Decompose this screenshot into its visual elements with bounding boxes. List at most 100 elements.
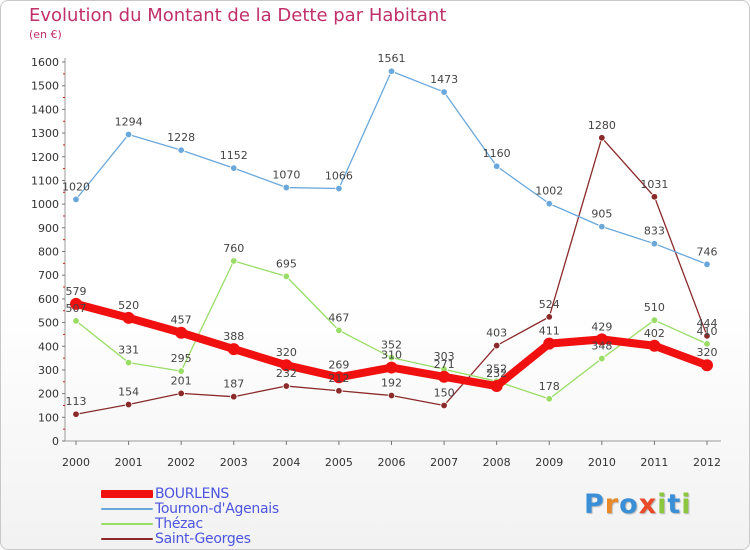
data-point	[650, 193, 659, 201]
data-point	[335, 184, 343, 193]
data-label: 1070	[272, 169, 300, 182]
data-label: 1561	[378, 52, 406, 65]
x-tick-label: 2005	[325, 456, 353, 469]
x-tick-label: 2008	[483, 456, 511, 469]
data-point	[177, 367, 185, 375]
data-label: 760	[223, 242, 244, 255]
y-tick-label: 0	[52, 435, 59, 448]
data-point	[70, 297, 82, 310]
y-tick-label: 200	[38, 388, 59, 401]
data-label: 331	[118, 344, 139, 357]
data-point	[492, 341, 501, 350]
y-tick-label: 100	[38, 411, 59, 424]
data-point	[175, 326, 188, 339]
data-point	[124, 130, 133, 139]
data-label: 467	[328, 311, 349, 324]
data-point	[598, 222, 606, 231]
data-point	[230, 164, 238, 172]
data-point	[545, 313, 553, 321]
data-point	[440, 401, 448, 410]
logo-letter: P	[584, 489, 605, 520]
data-label: 269	[328, 358, 349, 371]
y-tick-label: 300	[38, 364, 59, 377]
x-tick-label: 2000	[62, 456, 90, 469]
legend-label: Tournon-d'Agenais	[155, 501, 279, 517]
legend-label: BOURLENS	[155, 486, 229, 502]
data-label: 411	[539, 325, 560, 338]
data-point	[545, 199, 553, 208]
data-label: 457	[171, 314, 192, 327]
data-label: 746	[697, 245, 718, 258]
legend-label: Thézac	[155, 516, 203, 532]
data-label: 444	[697, 317, 718, 330]
y-tick-label: 1600	[31, 56, 59, 69]
data-point	[335, 387, 343, 395]
data-label: 905	[591, 208, 612, 221]
x-tick-label: 2004	[272, 456, 300, 469]
data-point	[545, 395, 553, 403]
data-point	[227, 343, 240, 356]
data-point	[332, 371, 345, 384]
y-tick-label: 1100	[31, 174, 59, 187]
data-label: 154	[118, 386, 139, 399]
data-label: 1160	[483, 147, 511, 160]
data-label: 410	[697, 325, 718, 338]
data-point	[282, 272, 291, 281]
data-label: 1473	[430, 73, 458, 86]
logo-letter: t	[667, 489, 682, 520]
data-label: 1294	[115, 115, 143, 128]
data-label: 252	[486, 362, 507, 375]
data-point	[438, 370, 451, 383]
x-tick-label: 2012	[693, 456, 721, 469]
x-tick-label: 2001	[115, 456, 143, 469]
data-point	[703, 260, 711, 268]
data-label: 510	[644, 301, 665, 314]
x-tick-label: 2002	[167, 456, 195, 469]
y-tick-label: 1400	[31, 103, 59, 116]
data-point	[122, 311, 135, 324]
data-label: 524	[539, 298, 560, 311]
logo-letter: x	[638, 489, 658, 520]
legend-swatch	[101, 523, 153, 525]
data-point	[703, 340, 711, 348]
data-point	[650, 239, 659, 248]
data-label: 507	[66, 302, 87, 315]
x-tick-label: 2009	[535, 456, 563, 469]
data-label: 303	[434, 350, 455, 363]
data-label: 320	[276, 346, 297, 359]
data-label: 232	[486, 367, 507, 380]
legend-swatch	[101, 490, 153, 498]
data-point	[230, 393, 238, 401]
logo-letter: r	[604, 489, 620, 520]
data-label: 1228	[167, 131, 195, 144]
data-point	[280, 359, 293, 372]
data-label: 520	[118, 299, 139, 312]
legend-swatch	[101, 538, 153, 540]
data-point	[595, 333, 608, 346]
data-point	[648, 339, 661, 352]
data-label: 150	[434, 386, 455, 399]
logo-letter: i	[681, 489, 692, 520]
x-tick-label: 2010	[588, 456, 616, 469]
y-tick-label: 1200	[31, 151, 59, 164]
data-point	[543, 337, 556, 350]
y-tick-label: 700	[38, 269, 59, 282]
data-point	[387, 391, 396, 400]
data-label: 402	[644, 327, 665, 340]
data-label: 201	[171, 374, 192, 387]
data-label: 579	[66, 285, 87, 298]
data-point	[387, 67, 396, 75]
data-point	[598, 354, 606, 363]
data-label: 271	[434, 358, 455, 371]
legend-swatch	[101, 508, 153, 510]
data-label: 833	[644, 225, 665, 238]
y-tick-label: 1000	[31, 198, 59, 211]
data-label: 348	[591, 340, 612, 353]
y-tick-label: 600	[38, 293, 59, 306]
data-point	[124, 358, 133, 367]
data-point	[598, 134, 606, 142]
data-point	[385, 361, 398, 374]
data-label: 113	[66, 395, 87, 408]
